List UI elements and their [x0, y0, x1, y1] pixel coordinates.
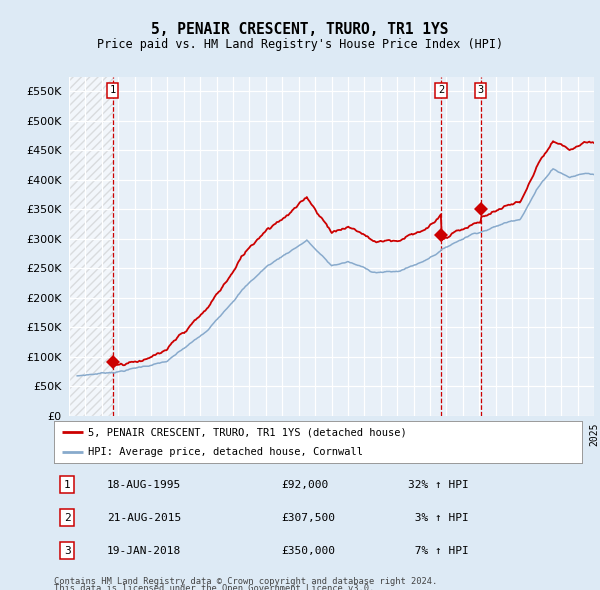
Text: 3: 3 — [64, 546, 71, 556]
Text: Price paid vs. HM Land Registry's House Price Index (HPI): Price paid vs. HM Land Registry's House … — [97, 38, 503, 51]
Text: This data is licensed under the Open Government Licence v3.0.: This data is licensed under the Open Gov… — [54, 584, 374, 590]
Text: 1: 1 — [64, 480, 71, 490]
Text: 2: 2 — [438, 85, 444, 95]
Text: £92,000: £92,000 — [281, 480, 328, 490]
Text: 32% ↑ HPI: 32% ↑ HPI — [408, 480, 469, 490]
Text: 7% ↑ HPI: 7% ↑ HPI — [408, 546, 469, 556]
Text: 18-AUG-1995: 18-AUG-1995 — [107, 480, 181, 490]
Text: 2: 2 — [64, 513, 71, 523]
Text: 3% ↑ HPI: 3% ↑ HPI — [408, 513, 469, 523]
Text: Contains HM Land Registry data © Crown copyright and database right 2024.: Contains HM Land Registry data © Crown c… — [54, 577, 437, 586]
Text: 3: 3 — [478, 85, 484, 95]
Text: 19-JAN-2018: 19-JAN-2018 — [107, 546, 181, 556]
Text: HPI: Average price, detached house, Cornwall: HPI: Average price, detached house, Corn… — [88, 447, 364, 457]
Text: 1: 1 — [110, 85, 116, 95]
Text: 21-AUG-2015: 21-AUG-2015 — [107, 513, 181, 523]
Text: £350,000: £350,000 — [281, 546, 335, 556]
Text: 5, PENAIR CRESCENT, TRURO, TR1 1YS (detached house): 5, PENAIR CRESCENT, TRURO, TR1 1YS (deta… — [88, 427, 407, 437]
Text: £307,500: £307,500 — [281, 513, 335, 523]
Text: 5, PENAIR CRESCENT, TRURO, TR1 1YS: 5, PENAIR CRESCENT, TRURO, TR1 1YS — [151, 22, 449, 37]
